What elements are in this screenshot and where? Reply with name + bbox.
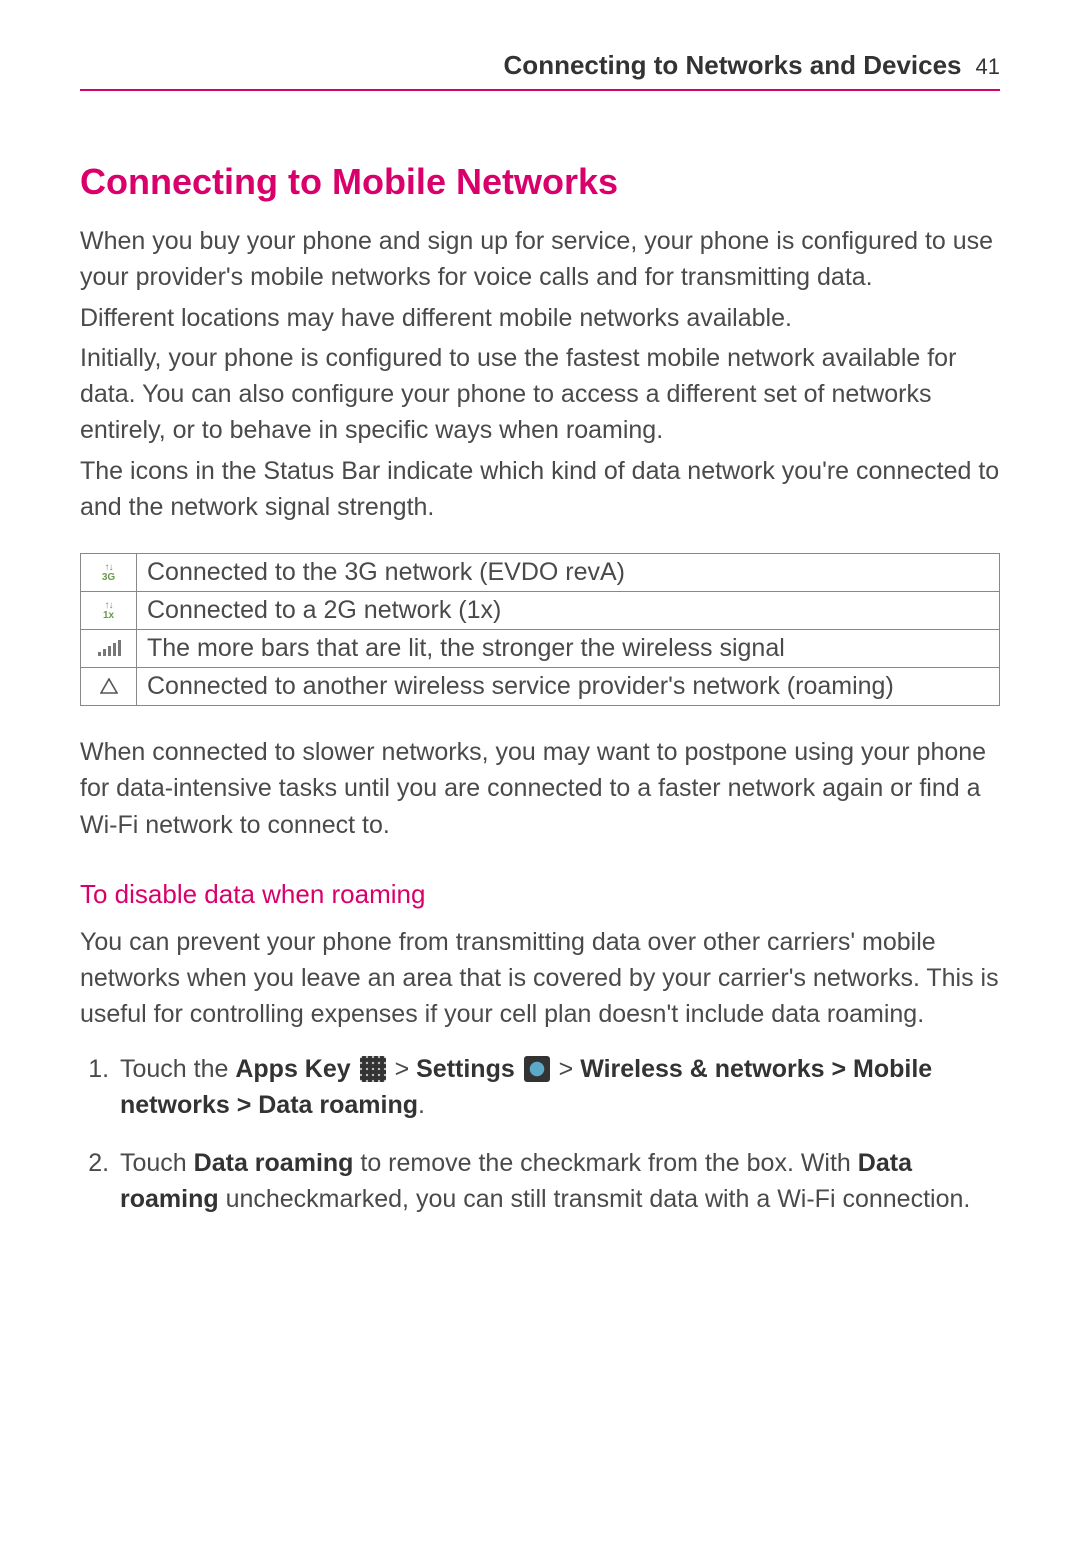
body-paragraph: When connected to slower networks, you m…: [80, 734, 1000, 843]
status-icon-table: ↑↓3G Connected to the 3G network (EVDO r…: [80, 553, 1000, 706]
subsection-title: To disable data when roaming: [80, 879, 1000, 910]
body-paragraph: The icons in the Status Bar indicate whi…: [80, 453, 1000, 526]
settings-icon: [524, 1056, 550, 1082]
body-paragraph: Different locations may have different m…: [80, 300, 1000, 336]
table-row: ↑↓1x Connected to a 2G network (1x): [81, 592, 1000, 630]
settings-label: Settings: [416, 1055, 515, 1083]
step-text: Touch: [120, 1149, 194, 1177]
step-text: .: [418, 1091, 425, 1119]
table-row: The more bars that are lit, the stronger…: [81, 630, 1000, 668]
step-text: uncheckmarked, you can still transmit da…: [219, 1185, 971, 1213]
network-3g-icon: ↑↓3G: [81, 554, 137, 592]
step-text: to remove the checkmark from the box. Wi…: [353, 1149, 857, 1177]
data-roaming-label: Data roaming: [194, 1149, 354, 1177]
page-header: Connecting to Networks and Devices 41: [80, 50, 1000, 91]
network-1x-icon: ↑↓1x: [81, 592, 137, 630]
body-paragraph: When you buy your phone and sign up for …: [80, 223, 1000, 296]
table-row: ↑↓3G Connected to the 3G network (EVDO r…: [81, 554, 1000, 592]
table-cell-desc: The more bars that are lit, the stronger…: [137, 630, 1000, 668]
signal-bars-icon: [81, 630, 137, 668]
section-title: Connecting to Mobile Networks: [80, 161, 1000, 203]
table-cell-desc: Connected to the 3G network (EVDO revA): [137, 554, 1000, 592]
table-row: Connected to another wireless service pr…: [81, 668, 1000, 706]
table-cell-desc: Connected to a 2G network (1x): [137, 592, 1000, 630]
step-item: Touch Data roaming to remove the checkma…: [116, 1145, 1000, 1218]
separator: >: [552, 1055, 581, 1083]
table-cell-desc: Connected to another wireless service pr…: [137, 668, 1000, 706]
apps-key-label: Apps Key: [235, 1055, 350, 1083]
roaming-icon: [81, 668, 137, 706]
header-title: Connecting to Networks and Devices: [504, 50, 962, 81]
separator: >: [388, 1055, 417, 1083]
step-text: Touch the: [120, 1055, 235, 1083]
steps-list: Touch the Apps Key > Settings > Wireless…: [80, 1051, 1000, 1218]
apps-key-icon: [360, 1056, 386, 1082]
step-item: Touch the Apps Key > Settings > Wireless…: [116, 1051, 1000, 1124]
body-paragraph: You can prevent your phone from transmit…: [80, 924, 1000, 1033]
body-paragraph: Initially, your phone is configured to u…: [80, 340, 1000, 449]
page-number: 41: [976, 54, 1000, 80]
